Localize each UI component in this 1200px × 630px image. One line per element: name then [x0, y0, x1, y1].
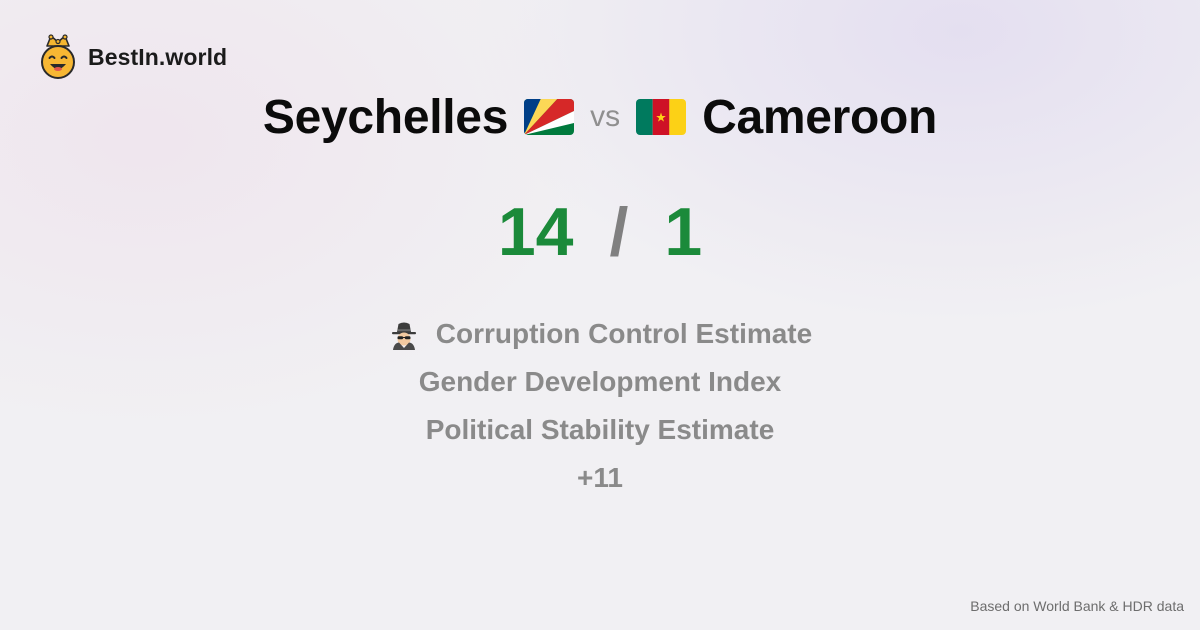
right-score: 1	[664, 194, 703, 270]
score-separator: /	[609, 194, 629, 270]
score: 14 / 1	[0, 190, 1200, 274]
metric-item[interactable]: Political Stability Estimate	[0, 406, 1200, 454]
left-score: 14	[497, 194, 574, 270]
cameroon-flag-icon	[636, 99, 687, 135]
comparison-title: Seychelles vs Cameroon	[0, 86, 1200, 148]
metric-label: Corruption Control Estimate	[435, 318, 813, 349]
left-country-name[interactable]: Seychelles	[262, 90, 509, 144]
crowned-smiley-icon	[41, 34, 75, 79]
detective-icon	[391, 322, 416, 350]
data-source-note: Based on World Bank & HDR data	[970, 598, 1184, 614]
more-metrics-label: +11	[577, 462, 623, 493]
metric-label: Political Stability Estimate	[425, 414, 775, 445]
right-country-name[interactable]: Cameroon	[702, 90, 938, 144]
brand-name: BestIn.world	[88, 43, 228, 70]
brand[interactable]: BestIn.world	[38, 34, 227, 80]
more-metrics-count[interactable]: +11	[0, 454, 1200, 502]
seychelles-flag-icon	[524, 99, 575, 135]
metric-item[interactable]: Corruption Control Estimate	[0, 310, 1200, 358]
metric-label: Gender Development Index	[418, 366, 782, 397]
metric-list: Corruption Control Estimate Gender Devel…	[0, 310, 1200, 502]
metric-item[interactable]: Gender Development Index	[0, 358, 1200, 406]
vs-separator: vs	[590, 100, 621, 133]
